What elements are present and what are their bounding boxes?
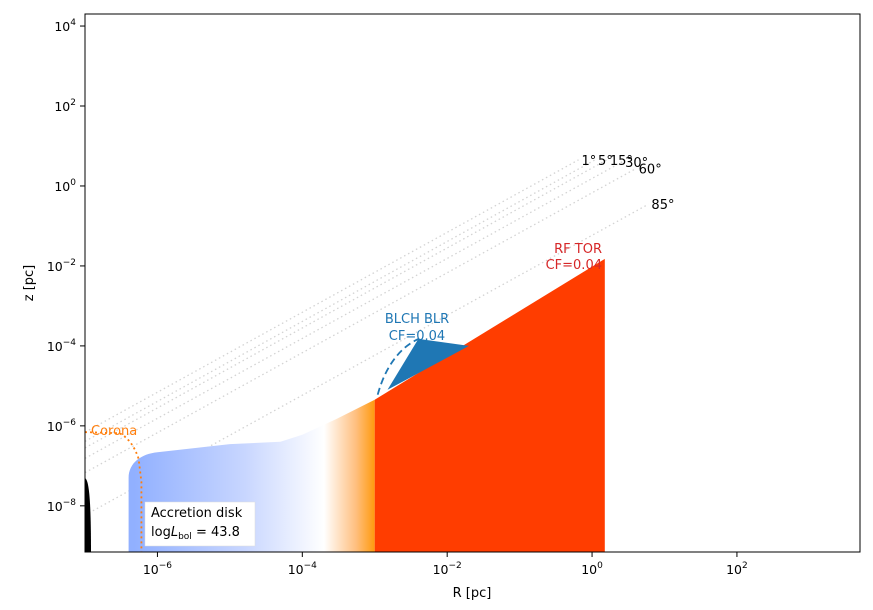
x-tick-label-0: 10−6: [143, 561, 172, 577]
inclination-label-5: 85°: [651, 198, 674, 213]
x-tick-label-2: 10−2: [433, 561, 462, 577]
inclination-label-2: 15°: [610, 154, 633, 169]
x-tick-label-4: 102: [726, 561, 748, 577]
corona-curve: [85, 431, 143, 552]
inclination-line-2: [85, 159, 608, 449]
torus-area: [374, 258, 605, 552]
accretion-disk-legend: Accretion disk logLbol = 43.8: [144, 501, 256, 547]
luminosity-log: log: [151, 525, 171, 540]
y-tick-label-1: 10−6: [47, 418, 76, 434]
inclination-label-4: 60°: [639, 163, 662, 178]
y-axis-ticks: 10−8 10−6 10−4 10−2 100 102 104: [47, 18, 85, 514]
y-tick-label-2: 10−4: [47, 338, 76, 354]
torus-label: RF TOR: [554, 242, 602, 257]
y-tick-label-3: 10−2: [47, 258, 76, 274]
blr-cf-label: CF=0.04: [389, 329, 445, 344]
blr-label: BLCH BLR: [385, 312, 449, 327]
inclination-lines: [85, 159, 649, 516]
plot-area: [85, 159, 649, 552]
inclination-label-3: 30°: [625, 156, 648, 171]
plot-frame: [84, 13, 861, 553]
inclination-label-1: 5°: [598, 154, 613, 169]
luminosity-var: L: [171, 525, 178, 540]
corona-label: Corona: [91, 424, 137, 439]
luminosity-sub: bol: [178, 532, 192, 542]
x-axis-ticks: 10−6 10−4 10−2 100 102: [143, 552, 748, 577]
y-axis-label: z [pc]: [22, 265, 37, 302]
y-tick-label-6: 104: [54, 18, 76, 34]
inclination-line-4: [85, 168, 636, 474]
accretion-disk-luminosity: logLbol = 43.8: [151, 525, 240, 542]
accretion-disk-legend-box: [144, 501, 256, 547]
inclination-label-0: 1°: [582, 154, 597, 169]
inclination-labels: 1° 5°15°30°60° 85°: [582, 154, 675, 213]
black-hole-shape: [85, 478, 91, 552]
inclination-line-5: [85, 203, 649, 516]
accretion-disk-label: Accretion disk: [151, 506, 243, 521]
x-tick-label-3: 100: [581, 561, 603, 577]
x-tick-label-1: 10−4: [288, 561, 317, 577]
luminosity-value: = 43.8: [192, 525, 240, 540]
y-tick-label-5: 102: [54, 98, 76, 114]
blr-dashed-arc: [376, 338, 419, 395]
y-tick-label-4: 100: [54, 178, 76, 194]
inclination-line-3: [85, 161, 623, 459]
y-tick-label-0: 10−8: [47, 498, 76, 514]
torus-cf-label: CF=0.04: [546, 258, 602, 273]
x-axis-label: R [pc]: [453, 586, 492, 601]
blr-area: [387, 338, 469, 390]
